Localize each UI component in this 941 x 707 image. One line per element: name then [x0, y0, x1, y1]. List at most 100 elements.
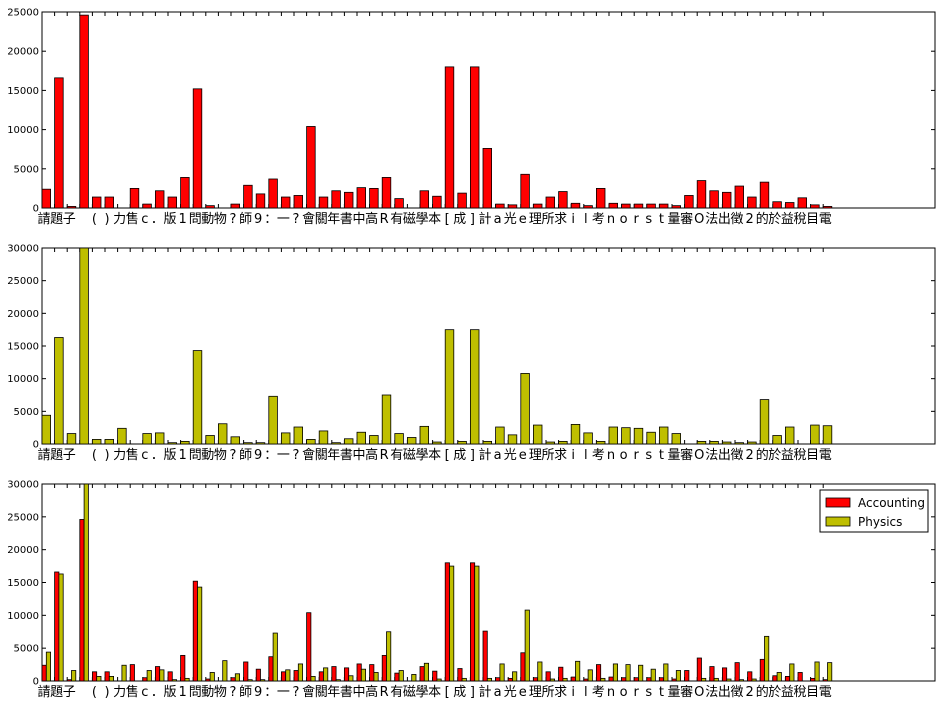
x-tick-label: 稅 [793, 685, 806, 700]
x-tick-label: n [607, 212, 615, 227]
bar [696, 657, 702, 682]
x-tick-label: t [659, 685, 664, 700]
x-tick-label: ： [264, 448, 277, 463]
x-tick-label: 計 [478, 211, 491, 227]
bar [701, 677, 707, 682]
x-tick-label: 動 [201, 448, 214, 463]
bar [180, 177, 190, 209]
bar [171, 679, 178, 682]
x-tick-label: 高 [365, 684, 378, 700]
bar [608, 676, 614, 682]
bar [675, 670, 681, 682]
x-tick-label: 的 [756, 684, 769, 700]
bar [318, 196, 329, 209]
bar [180, 654, 186, 682]
x-tick-label: 本 [428, 448, 441, 463]
x-tick-label: 計 [478, 684, 491, 700]
x-tick-label: 電 [819, 212, 832, 227]
bar [785, 676, 791, 682]
bar [482, 440, 493, 445]
bar [71, 670, 77, 682]
bar [646, 431, 656, 445]
x-tick-label: ． [151, 448, 164, 463]
bar [709, 666, 715, 682]
x-tick-label: ) [104, 685, 109, 700]
bar [537, 661, 543, 682]
bar [524, 609, 530, 682]
bar [419, 425, 430, 445]
bar [306, 612, 312, 682]
x-tick-label: R [380, 212, 389, 227]
bar [45, 651, 51, 682]
bar [293, 195, 304, 209]
bar [785, 202, 795, 209]
x-tick-label: 法 [705, 685, 718, 700]
bar [772, 435, 782, 445]
x-tick-label: 1 [178, 212, 186, 227]
bar [66, 679, 72, 682]
x-tick-label: n [607, 685, 615, 700]
bar [469, 66, 480, 209]
bar [621, 203, 631, 209]
bar [734, 662, 740, 682]
x-tick-label: 審 [680, 448, 693, 463]
x-tick-label: 目 [806, 448, 819, 463]
bar [41, 664, 47, 682]
bar [280, 432, 291, 445]
bar [255, 442, 266, 445]
x-tick-label: 關 [315, 685, 328, 700]
bar [255, 193, 266, 209]
x-tick-label: 會 [302, 448, 315, 463]
x-tick-label: l [584, 212, 588, 227]
x-tick-label: 問 [189, 212, 202, 227]
bar [167, 196, 178, 209]
bar [722, 667, 728, 682]
bar [406, 437, 417, 445]
x-tick-label: ( [92, 685, 97, 700]
y-tick-label: 25000 [7, 512, 39, 523]
bar [822, 425, 833, 445]
x-tick-label: 版 [163, 212, 176, 227]
x-tick-label: 求 [554, 448, 567, 463]
x-tick-label: [ [445, 212, 450, 227]
bar [633, 427, 644, 445]
bar [533, 677, 539, 682]
x-tick-label: 磁 [403, 448, 416, 463]
x-tick-label: 售 [126, 211, 139, 227]
x-tick-label: 題 [50, 448, 63, 463]
bar [638, 664, 644, 682]
x-tick-label: s [645, 685, 652, 700]
bar [558, 191, 568, 209]
x-tick-label: [ [445, 685, 450, 700]
bar [747, 671, 753, 682]
x-tick-label: 師 [239, 212, 252, 227]
bar [461, 677, 467, 682]
x-tick-label: 出 [718, 448, 731, 463]
bar [369, 187, 379, 209]
x-tick-label: O [694, 685, 704, 700]
x-tick-label: 磁 [403, 685, 416, 700]
bar [280, 196, 291, 209]
x-tick-label: 益 [781, 212, 794, 227]
bar [507, 434, 518, 445]
bar [495, 677, 501, 682]
y-tick-label: 20000 [7, 47, 39, 58]
bar [759, 181, 770, 209]
bar [310, 676, 316, 682]
bar [596, 440, 606, 445]
y-tick-label: 25000 [7, 276, 39, 287]
bar [738, 679, 744, 682]
y-tick-label: 30000 [7, 480, 39, 491]
x-tick-label: 2 [745, 685, 753, 700]
bar [58, 573, 64, 682]
x-tick-label: 法 [705, 212, 718, 227]
x-tick-label: t [659, 448, 664, 463]
legend: Accounting Physics [819, 489, 929, 533]
bar [789, 663, 795, 682]
x-tick-label: ( [92, 448, 97, 463]
bar [633, 677, 639, 682]
bar [108, 676, 115, 682]
bar [608, 426, 619, 445]
x-tick-label: 題 [50, 685, 63, 700]
